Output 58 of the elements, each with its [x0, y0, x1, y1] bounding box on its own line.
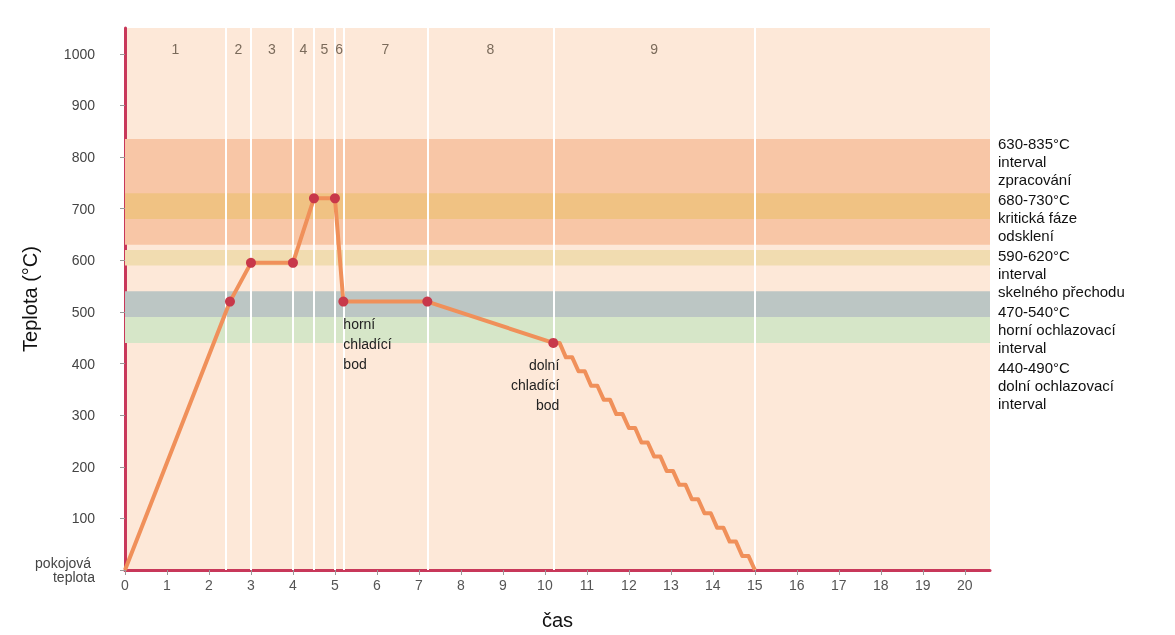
y-tick-label: 900 — [71, 97, 96, 114]
x-tick-label: 15 — [747, 577, 763, 593]
annotation: 3 — [268, 41, 277, 57]
point — [422, 296, 433, 307]
x-tick-label: 9 — [499, 577, 508, 593]
point — [287, 257, 298, 268]
x-tick-label: 11 — [579, 577, 595, 593]
x-tick-label: 19 — [915, 577, 931, 593]
annotation: 8 — [486, 41, 495, 57]
annotation: 1 — [171, 41, 180, 57]
band-label: 440-490°C dolní ochlazovací interval — [998, 359, 1115, 413]
x-tick-label: 2 — [205, 577, 214, 593]
x-tick-label: 17 — [831, 577, 847, 593]
y-tick-label: 200 — [71, 458, 96, 475]
annotation: dolní chladící bod — [511, 357, 560, 414]
annotation: 5 — [320, 41, 329, 57]
annotation: 7 — [381, 41, 390, 57]
x-tick-label: 13 — [663, 577, 679, 593]
x-tick-label: 14 — [705, 577, 721, 593]
annotation: 6 — [335, 41, 344, 57]
point — [329, 193, 340, 204]
x-tick-label: 18 — [873, 577, 889, 593]
y-tick-label: 600 — [71, 252, 96, 269]
band-label: 470-540°C horní ochlazovací interval — [998, 303, 1117, 357]
band-label: 680-730°C kritická fáze odsklení — [998, 191, 1078, 245]
x-tick-label: 3 — [247, 577, 256, 593]
annotation: 4 — [299, 41, 308, 57]
point — [224, 296, 235, 307]
y-axis-title: Teplota (°C) — [19, 246, 41, 352]
x-tick-label: 1 — [163, 577, 172, 593]
y-tick-label: 1000 — [63, 45, 96, 62]
annotation: horní chladící bod — [343, 316, 392, 373]
x-tick-label: 6 — [373, 577, 382, 593]
y-tick-label: 400 — [71, 355, 96, 372]
annotation: 2 — [234, 41, 243, 57]
y-tick-label: 300 — [71, 407, 96, 424]
annotation: 9 — [650, 41, 659, 57]
y-tick-label: 700 — [71, 200, 96, 217]
x-tick-label: 7 — [415, 577, 424, 593]
x-tick-label: 4 — [289, 577, 298, 593]
band-label: 630-835°C interval zpracování — [998, 135, 1073, 189]
point — [308, 193, 319, 204]
point — [338, 296, 349, 307]
x-tick-label: 12 — [621, 577, 637, 593]
x-tick-label: 0 — [121, 577, 130, 593]
x-tick-label: 8 — [457, 577, 466, 593]
x-tick-label: 16 — [789, 577, 805, 593]
x-tick-label: 5 — [331, 577, 340, 593]
x-tick-label: 10 — [537, 577, 553, 593]
band-label: 590-620°C interval skelného přechodu — [998, 247, 1125, 301]
x-axis-title: čas — [541, 609, 574, 631]
y-tick-label: 500 — [71, 303, 96, 320]
point — [245, 257, 256, 268]
point — [548, 337, 559, 348]
y-tick-label: 100 — [71, 510, 96, 527]
y-tick-label: 800 — [71, 149, 96, 166]
x-tick-label: 20 — [957, 577, 973, 593]
y-tick-label: pokojová teplota — [35, 555, 96, 585]
